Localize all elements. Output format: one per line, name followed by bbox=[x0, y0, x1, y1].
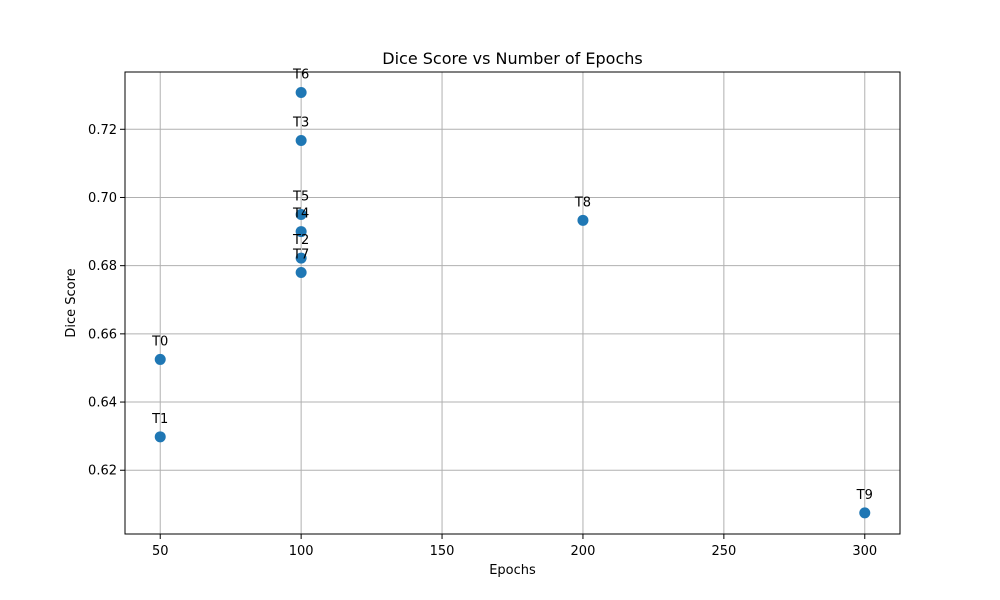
grid bbox=[125, 72, 900, 534]
x-tick-label: 300 bbox=[852, 544, 877, 559]
data-point-t5 bbox=[295, 209, 307, 221]
point-label-t4: T4 bbox=[292, 207, 309, 222]
data-point-t2 bbox=[295, 252, 307, 264]
data-points bbox=[154, 86, 871, 519]
y-tick-label: 0.68 bbox=[88, 259, 117, 274]
point-label-t9: T9 bbox=[856, 488, 873, 503]
data-point-t4 bbox=[295, 226, 307, 238]
x-tick-label: 250 bbox=[711, 544, 736, 559]
y-tick-label: 0.64 bbox=[88, 396, 117, 411]
y-axis-label: Dice Score bbox=[64, 268, 79, 337]
y-tick-label: 0.70 bbox=[88, 191, 117, 206]
point-label-t8: T8 bbox=[574, 195, 591, 210]
y-tick-label: 0.66 bbox=[88, 327, 117, 342]
point-label-t0: T0 bbox=[151, 334, 168, 349]
plot-area bbox=[125, 72, 900, 534]
data-point-t6 bbox=[295, 86, 307, 98]
plot-frame bbox=[124, 71, 901, 535]
x-tick-label: 50 bbox=[152, 544, 169, 559]
point-label-t3: T3 bbox=[292, 116, 309, 131]
x-tick-label: 150 bbox=[430, 544, 455, 559]
data-point-t7 bbox=[295, 266, 307, 278]
y-tick-label: 0.62 bbox=[88, 464, 117, 479]
x-tick-label: 200 bbox=[571, 544, 596, 559]
point-labels: T0 T1 T2 T3 T4 T5 T6 T7 T8 T9 bbox=[151, 67, 873, 502]
x-axis-label: Epochs bbox=[489, 563, 536, 578]
point-label-t2: T2 bbox=[292, 233, 309, 248]
x-axis-ticks: 50 100 150 200 250 300 bbox=[152, 534, 877, 559]
chart-title: Dice Score vs Number of Epochs bbox=[382, 49, 642, 68]
x-tick-label: 100 bbox=[289, 544, 314, 559]
data-point-t1 bbox=[154, 431, 166, 443]
data-point-t8 bbox=[577, 214, 589, 226]
y-tick-label: 0.72 bbox=[88, 123, 117, 138]
point-label-t1: T1 bbox=[151, 412, 168, 427]
point-label-t7: T7 bbox=[292, 247, 309, 262]
data-point-t9 bbox=[859, 507, 871, 519]
data-point-t0 bbox=[154, 353, 166, 365]
point-label-t5: T5 bbox=[292, 190, 309, 205]
point-label-t6: T6 bbox=[292, 67, 309, 82]
data-point-t3 bbox=[295, 135, 307, 147]
y-axis-ticks: 0.62 0.64 0.66 0.68 0.70 0.72 bbox=[88, 123, 125, 479]
